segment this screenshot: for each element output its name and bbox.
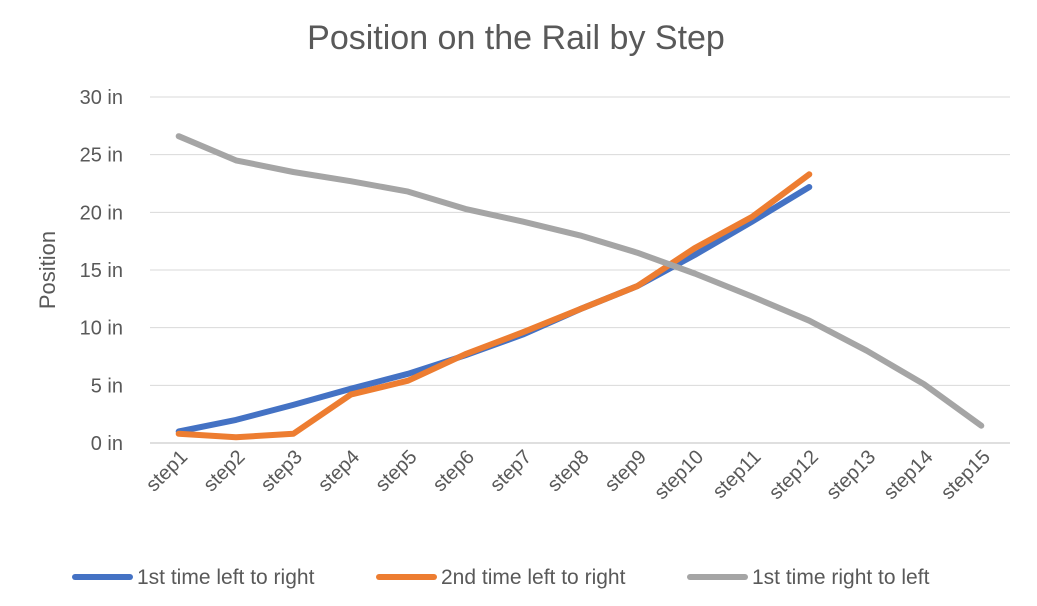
legend-label: 1st time left to right — [137, 566, 315, 589]
x-tick-label: step10 — [650, 446, 708, 504]
x-tick-label: step14 — [880, 446, 938, 504]
gridlines — [150, 96, 1010, 444]
x-tick-label: step9 — [601, 446, 651, 496]
x-axis-ticks: step1 step2 step3 step4 step5 step6 step7 step8… — [142, 446, 995, 504]
x-tick-label: step6 — [429, 446, 479, 496]
x-tick-label: step15 — [937, 446, 995, 504]
x-tick-label: step8 — [543, 446, 593, 496]
series-line-3 — [175, 133, 985, 429]
y-tick-label: 25 in — [80, 145, 123, 167]
x-tick-label: step2 — [199, 446, 249, 496]
chart-title: Position on the Rail by Step — [307, 19, 725, 57]
x-tick-label: step3 — [257, 446, 307, 496]
y-tick-label: 30 in — [80, 87, 123, 109]
series-line-2 — [175, 171, 813, 441]
y-axis-title: Position — [35, 231, 60, 309]
legend-label: 1st time right to left — [752, 566, 930, 589]
series-lines — [175, 133, 985, 441]
y-tick-label: 0 in — [91, 433, 123, 455]
y-tick-label: 5 in — [91, 375, 123, 397]
y-tick-label: 20 in — [80, 202, 123, 224]
y-tick-label: 10 in — [80, 318, 123, 340]
x-tick-label: step1 — [142, 446, 192, 496]
y-tick-label: 15 in — [80, 260, 123, 282]
x-tick-label: step13 — [822, 446, 880, 504]
series-line-1 — [175, 184, 813, 435]
x-tick-label: step7 — [486, 446, 536, 496]
x-tick-label: step5 — [371, 446, 421, 496]
legend: 1st time left to right 2nd time left to r… — [72, 566, 930, 589]
x-tick-label: step12 — [765, 446, 823, 504]
y-axis-ticks: 0 in 5 in 10 in 15 in 20 in 25 in 30 in — [80, 87, 123, 455]
x-tick-label: step11 — [709, 446, 766, 503]
x-tick-label: step4 — [314, 446, 364, 496]
legend-label: 2nd time left to right — [441, 566, 626, 589]
